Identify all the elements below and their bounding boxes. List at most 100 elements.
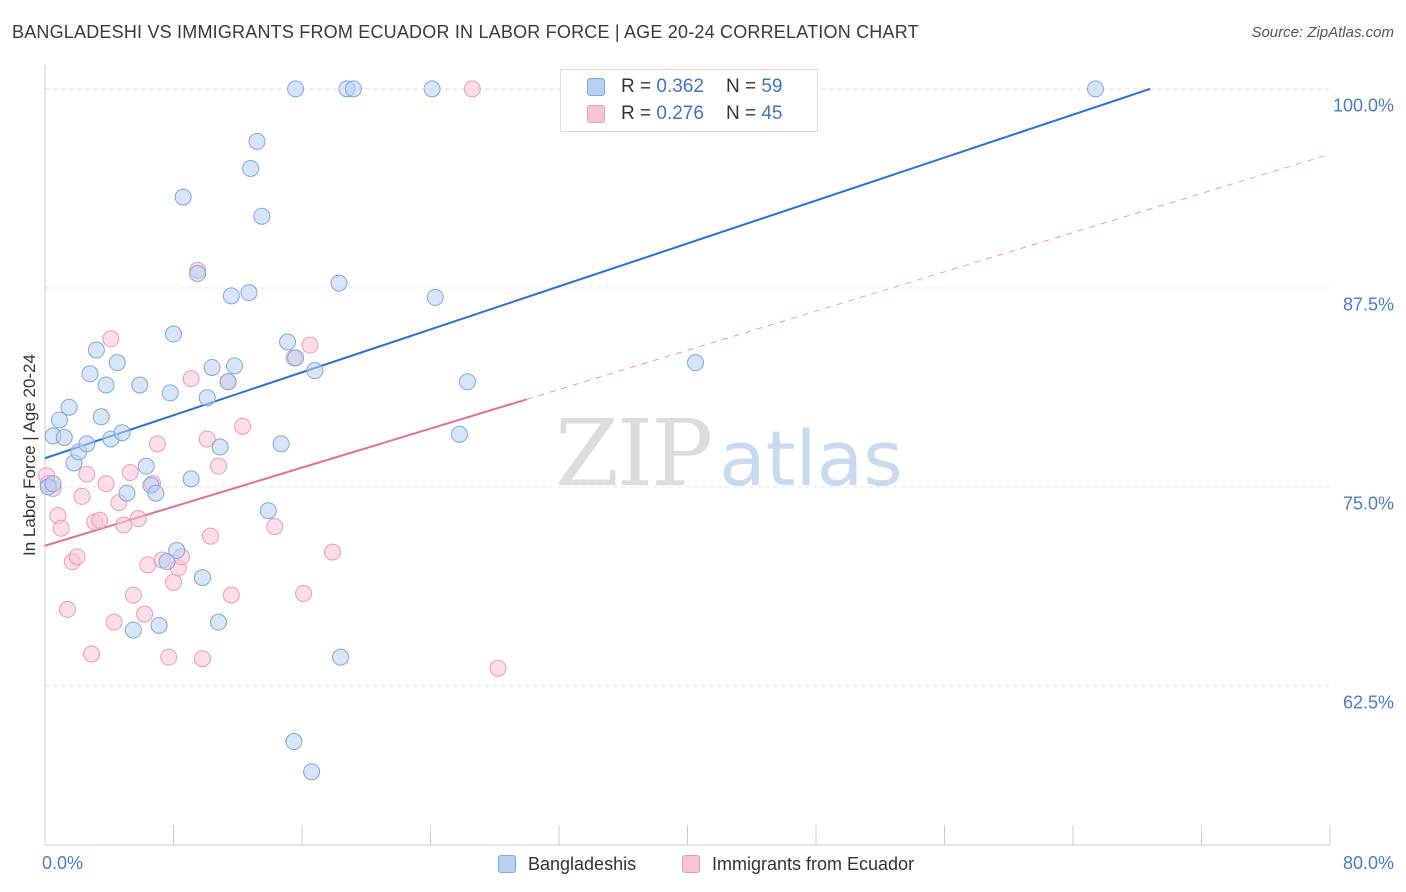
point-ecuador: [209, 457, 227, 475]
point-ecuador: [198, 430, 216, 448]
point-bangladeshi: [203, 358, 221, 376]
stats-legend: R = 0.362 N = 59 R = 0.276 N = 45: [560, 69, 818, 132]
point-bangladeshi: [285, 733, 303, 751]
point-bangladeshi: [226, 357, 244, 375]
legend-row-ecuador: R = 0.276 N = 45: [587, 102, 782, 126]
point-bangladeshi: [50, 411, 68, 429]
point-ecuador: [124, 586, 142, 604]
y-axis-label: In Labor Force | Age 20-24: [20, 354, 39, 556]
legend-swatch-pink: [587, 105, 605, 123]
point-bangladeshi: [108, 354, 126, 372]
source-label: Source: ZipAtlas.com: [1251, 24, 1394, 41]
point-ecuador: [489, 659, 507, 677]
point-ecuador: [115, 516, 133, 534]
point-bangladeshi: [174, 188, 192, 206]
point-ecuador: [234, 417, 252, 435]
legend-n-value: 59: [761, 76, 783, 97]
chart-title: BANGLADESHI VS IMMIGRANTS FROM ECUADOR I…: [12, 22, 919, 42]
point-bangladeshi: [287, 349, 305, 367]
point-bangladeshi: [198, 389, 216, 407]
bottom-legend-label: Bangladeshis: [528, 853, 637, 874]
x-tick-label-max: 80.0%: [1342, 853, 1394, 873]
point-ecuador: [58, 600, 76, 618]
point-bangladeshi: [253, 207, 271, 225]
point-bangladeshi: [248, 132, 266, 150]
point-ecuador: [139, 556, 157, 574]
point-bangladeshi: [182, 470, 200, 488]
point-bangladeshi: [60, 398, 78, 416]
point-bangladeshi: [330, 274, 348, 292]
bottom-legend-label: Immigrants from Ecuador: [712, 853, 915, 874]
point-ecuador: [182, 370, 200, 388]
point-bangladeshi: [150, 616, 168, 634]
point-bangladeshi: [137, 457, 155, 475]
point-ecuador: [68, 548, 86, 566]
legend-r-label: R =: [621, 103, 652, 124]
point-bangladeshi: [306, 362, 324, 380]
point-ecuador: [121, 464, 139, 482]
y-tick-label: 87.5%: [1342, 294, 1394, 315]
legend-r-value: 0.362: [656, 76, 704, 97]
point-bangladeshi: [92, 408, 110, 426]
point-bangladeshi: [168, 542, 186, 560]
point-bangladeshi: [209, 613, 227, 631]
point-bangladeshi: [81, 365, 99, 383]
x-tick-label-min: 0.0%: [42, 853, 84, 873]
point-ecuador: [52, 519, 70, 537]
legend-swatch-blue: [587, 78, 605, 96]
legend-n-value: 45: [761, 103, 783, 124]
point-ecuador: [73, 487, 91, 505]
bottom-legend-swatch-blue: [498, 855, 516, 873]
point-ecuador: [148, 435, 166, 453]
point-bangladeshi: [131, 376, 149, 394]
point-bangladeshi: [113, 424, 131, 442]
point-ecuador: [97, 475, 115, 493]
point-bangladeshi: [458, 373, 476, 391]
point-ecuador: [193, 650, 211, 668]
point-ecuador: [136, 605, 154, 623]
point-bangladeshi: [97, 376, 115, 394]
bottom-legend-swatch-pink: [682, 855, 700, 873]
point-bangladeshi: [124, 621, 142, 639]
point-bangladeshi: [211, 438, 229, 456]
point-bangladeshi: [44, 475, 62, 493]
point-ecuador: [301, 336, 319, 354]
y-tick-label: 100.0%: [1332, 95, 1394, 116]
bottom-legend-bangladeshis: Bangladeshis: [498, 852, 636, 876]
point-bangladeshi: [272, 435, 290, 453]
point-bangladeshi: [147, 484, 165, 502]
point-bangladeshi: [118, 484, 136, 502]
point-ecuador: [102, 330, 120, 348]
point-bangladeshi: [259, 502, 277, 520]
legend-n-label: N =: [725, 76, 757, 97]
legend-r-value: 0.276: [656, 103, 704, 124]
legend-r-label: R =: [621, 76, 652, 97]
y-tick-label: 75.0%: [1342, 493, 1394, 514]
trend-line-bangladeshis: [44, 87, 1151, 460]
point-bangladeshi: [423, 80, 441, 98]
point-ecuador: [160, 648, 178, 666]
point-ecuador: [91, 511, 109, 529]
point-ecuador: [324, 543, 342, 561]
point-ecuador: [295, 584, 313, 602]
point-bangladeshi: [450, 425, 468, 443]
point-bangladeshi: [687, 354, 705, 372]
axes: [44, 65, 1331, 846]
point-bangladeshi: [344, 80, 362, 98]
point-bangladeshi: [55, 428, 73, 446]
point-ecuador: [129, 510, 147, 528]
trend-lines: [44, 87, 1331, 547]
point-ecuador: [201, 527, 219, 545]
point-bangladeshi: [242, 159, 260, 177]
point-bangladeshi: [219, 373, 237, 391]
point-bangladeshi: [161, 384, 179, 402]
point-bangladeshi: [222, 287, 240, 305]
point-bangladeshi: [189, 265, 207, 283]
bottom-legend-ecuador: Immigrants from Ecuador: [682, 852, 914, 876]
point-ecuador: [463, 80, 481, 98]
point-bangladeshi: [426, 288, 444, 306]
legend-n-label: N =: [725, 103, 757, 124]
data-points: [38, 80, 1104, 781]
point-bangladeshi: [279, 333, 297, 351]
